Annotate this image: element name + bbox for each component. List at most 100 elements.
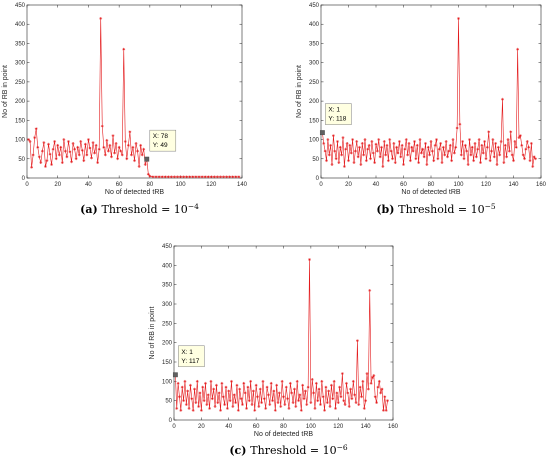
- data-point-marker: [233, 393, 236, 397]
- data-point-marker: [204, 382, 207, 385]
- x-tick-label: 40: [225, 424, 232, 430]
- data-point: [271, 399, 274, 403]
- data-point-marker: [486, 146, 489, 149]
- datatip-y: Y: 118: [328, 116, 346, 123]
- data-point-marker: [346, 391, 350, 395]
- data-point: [343, 403, 347, 406]
- data-point-marker: [31, 153, 35, 157]
- data-point: [520, 143, 524, 147]
- data-point-marker: [385, 144, 389, 147]
- data-point: [106, 149, 110, 153]
- data-point: [160, 175, 164, 179]
- data-point: [365, 372, 369, 376]
- data-point-marker: [59, 146, 62, 149]
- y-tick-label: 200: [162, 341, 173, 347]
- data-point-marker: [315, 382, 318, 385]
- data-point: [441, 145, 445, 149]
- data-point: [57, 153, 61, 157]
- data-point: [236, 408, 240, 412]
- data-point-marker: [280, 380, 284, 383]
- data-point-marker: [98, 147, 101, 151]
- data-point-marker: [264, 407, 267, 410]
- data-point: [352, 161, 356, 165]
- data-point: [324, 385, 328, 389]
- data-point-marker: [263, 397, 266, 400]
- data-point-marker: [302, 397, 306, 400]
- data-point-marker: [407, 142, 411, 145]
- data-point: [103, 153, 107, 157]
- data-point-marker: [440, 161, 444, 164]
- data-point-marker: [308, 258, 311, 261]
- data-point-marker: [207, 175, 210, 179]
- y-tick-label: 400: [162, 263, 173, 269]
- data-point: [462, 157, 466, 161]
- data-point-marker: [200, 175, 204, 179]
- data-point-marker: [380, 387, 384, 391]
- data-point: [414, 157, 418, 161]
- x-tick-label: 160: [536, 182, 547, 188]
- data-point: [230, 379, 233, 383]
- data-point: [333, 149, 337, 153]
- y-tick-label: 0: [22, 176, 26, 182]
- data-point: [220, 381, 224, 385]
- data-point-marker: [228, 175, 231, 179]
- data-point-marker: [35, 127, 38, 130]
- data-point-marker: [391, 157, 394, 160]
- data-point-marker: [502, 161, 506, 164]
- data-point: [33, 136, 37, 140]
- data-point-marker: [58, 153, 61, 157]
- data-point: [231, 405, 235, 408]
- data-point: [379, 391, 383, 395]
- data-point-marker: [289, 382, 292, 385]
- data-point-marker: [193, 387, 196, 391]
- data-point: [424, 141, 427, 145]
- data-point-marker: [508, 149, 511, 153]
- data-point: [194, 175, 198, 179]
- data-point: [363, 138, 367, 141]
- x-tick-label: 120: [206, 182, 217, 188]
- x-tick-label: 140: [508, 182, 519, 188]
- data-point: [268, 403, 272, 406]
- data-point-marker: [497, 146, 500, 149]
- y-axis-label: No of RB in point: [149, 306, 156, 359]
- caption-exponent: −5: [485, 202, 496, 211]
- data-point: [513, 140, 517, 143]
- data-point-marker: [352, 380, 355, 383]
- x-tick-label: 160: [388, 424, 399, 430]
- data-point: [465, 149, 469, 153]
- data-point: [76, 145, 80, 149]
- data-point: [126, 143, 130, 147]
- data-point: [258, 387, 262, 391]
- x-tick-label: 140: [237, 182, 248, 188]
- data-point: [143, 163, 147, 166]
- data-point: [56, 143, 60, 147]
- data-point: [506, 138, 510, 141]
- data-point: [256, 395, 259, 399]
- data-point: [377, 379, 381, 383]
- datatip-box: [149, 129, 177, 152]
- data-point: [355, 140, 359, 143]
- data-point-marker: [332, 134, 335, 137]
- data-point: [269, 381, 273, 385]
- x-axis-label: No of detected tRB: [105, 189, 164, 196]
- y-tick-label: 100: [15, 138, 26, 144]
- x-axis-label: No of detected tRB: [254, 431, 313, 438]
- data-point-marker: [439, 142, 442, 145]
- data-point: [122, 47, 126, 51]
- data-point: [294, 405, 298, 408]
- data-point-marker: [524, 147, 528, 151]
- y-tick-label: 150: [15, 118, 26, 124]
- data-point-marker: [170, 175, 173, 179]
- data-point: [182, 175, 186, 179]
- data-point-marker: [270, 382, 273, 385]
- chart-caption: (b) Threshold = 10−5: [376, 202, 496, 216]
- data-point: [360, 141, 364, 145]
- data-point: [364, 159, 368, 163]
- data-point-marker: [323, 149, 327, 153]
- data-point-marker: [271, 399, 274, 402]
- data-point: [219, 408, 222, 412]
- data-point-marker: [181, 385, 184, 389]
- data-point-marker: [231, 175, 234, 179]
- data-point-marker: [319, 403, 322, 406]
- data-point-marker: [347, 159, 350, 162]
